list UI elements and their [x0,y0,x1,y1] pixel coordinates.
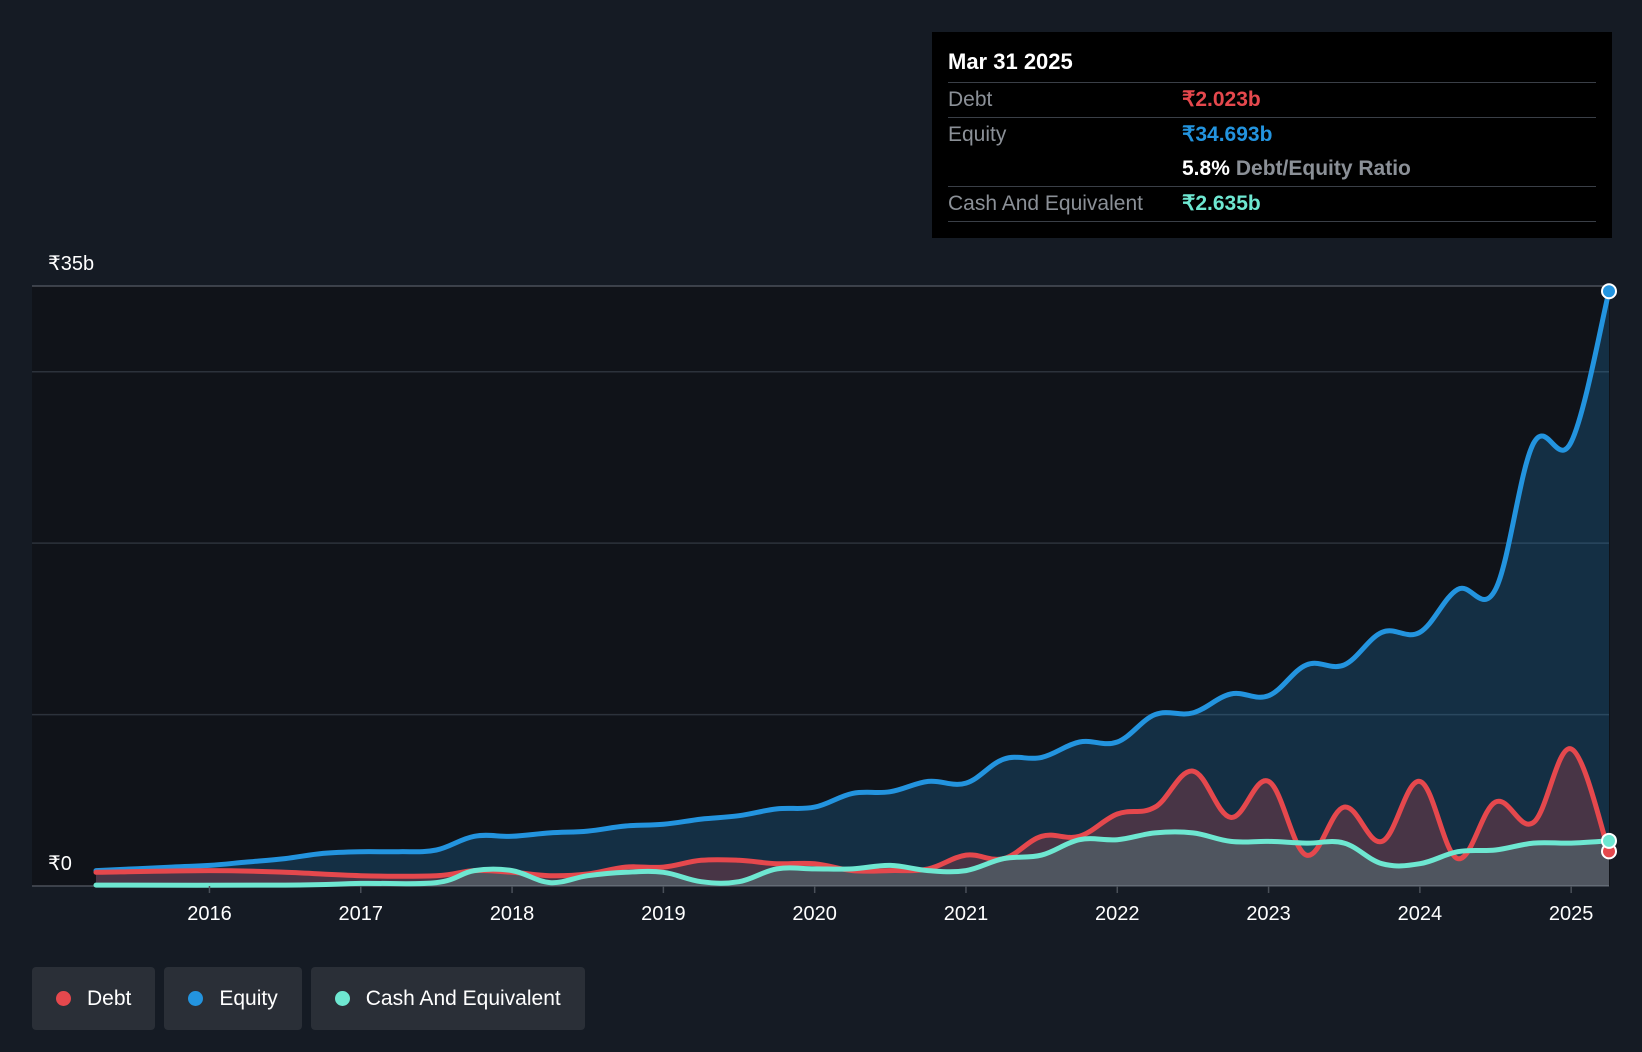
chart-legend: Debt Equity Cash And Equivalent [32,967,585,1030]
x-tick-label: 2023 [1246,903,1291,925]
debt-dot-icon [56,991,71,1006]
legend-item-debt[interactable]: Debt [32,967,156,1030]
series-line-cash [93,829,1612,888]
x-tick-label: 2017 [339,903,384,925]
series-area-equity [96,291,1609,886]
tooltip-cash-label: Cash And Equivalent [948,192,1143,215]
tooltip-cash-value: ₹2.635b [1182,192,1261,215]
x-tick-label: 2021 [944,903,989,925]
tooltip-ratio-label: Debt/Equity Ratio [1235,157,1411,180]
tooltip-cash-row: Cash And Equivalent ₹2.635b [948,187,1596,222]
x-tick-label: 2024 [1398,903,1443,925]
x-tick-label: 2022 [1095,903,1140,925]
x-tick-label: 2016 [187,903,232,925]
plot-background [32,286,1610,886]
tooltip-debt-row: Debt ₹2.023b [948,83,1596,118]
x-tick-label: 2025 [1549,903,1594,925]
series-area-debt [96,748,1609,886]
tooltip-equity-row: Equity ₹34.693b [948,118,1596,152]
tooltip-date: Mar 31 2025 [948,46,1596,83]
legend-label-equity: Equity [219,986,278,1010]
series-line-equity [93,288,1612,874]
x-tick-label: 2019 [641,903,686,925]
legend-label-debt: Debt [87,986,132,1010]
x-tick-label: 2020 [792,903,837,925]
legend-item-cash[interactable]: Cash And Equivalent [310,967,585,1030]
legend-label-cash: Cash And Equivalent [365,986,561,1010]
series-endpoint-equity [1601,283,1617,300]
tooltip-ratio-row: 5.8% Debt/Equity Ratio [948,152,1596,187]
series-endpoint-cash [1601,832,1617,849]
tooltip-ratio-value: 5.8% [1182,157,1230,180]
y-axis-bottom-label: ₹0 [48,853,72,875]
tooltip-debt-label: Debt [948,88,993,111]
legend-item-equity[interactable]: Equity [164,967,302,1030]
y-axis-top-label: ₹35b [48,253,94,275]
chart-tooltip: Mar 31 2025 Debt ₹2.023b Equity ₹34.693b… [932,32,1612,238]
tooltip-debt-value: ₹2.023b [1182,88,1261,111]
equity-dot-icon [188,991,204,1006]
x-tick-label: 2018 [490,903,535,925]
tooltip-equity-label: Equity [948,123,1007,146]
cash-dot-icon [334,991,350,1006]
tooltip-equity-value: ₹34.693b [1182,123,1273,146]
